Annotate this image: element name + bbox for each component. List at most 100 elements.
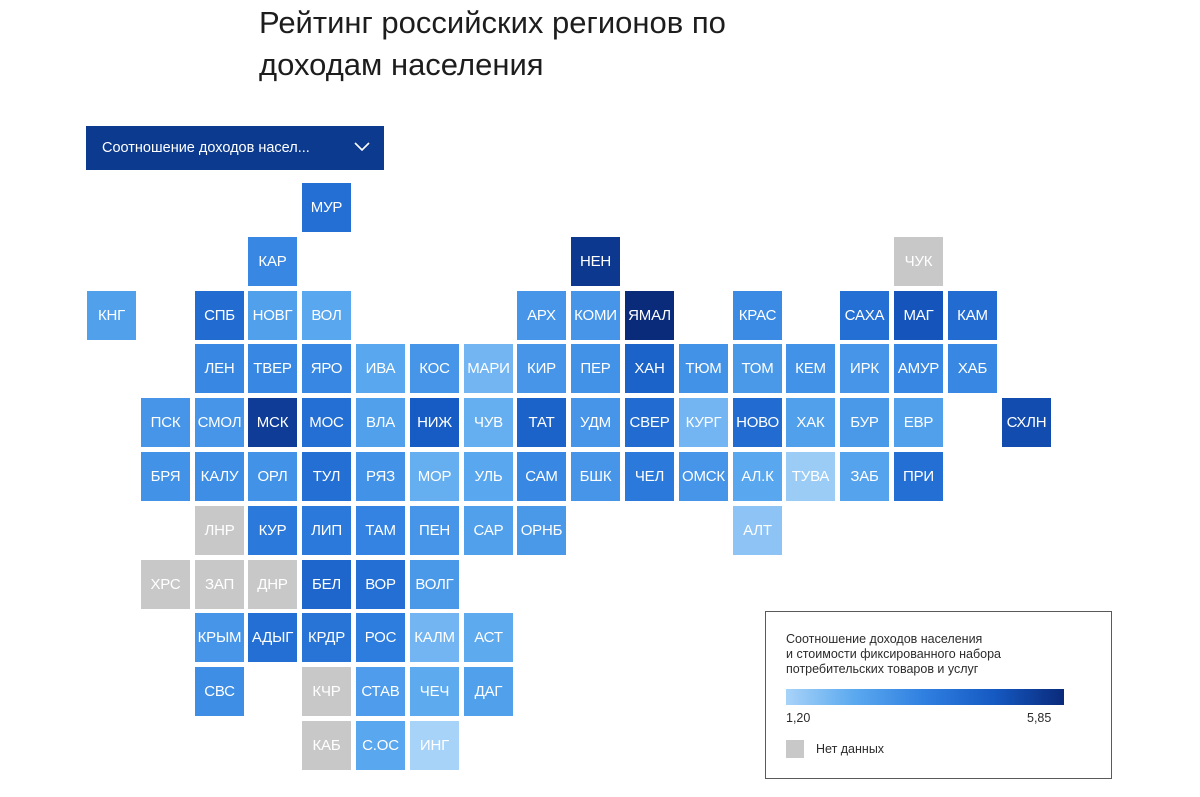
region-tile[interactable]: ВОР <box>356 560 405 609</box>
region-tile[interactable]: МУР <box>302 183 351 232</box>
region-tile[interactable]: КЕМ <box>786 344 835 393</box>
region-tile[interactable]: БЕЛ <box>302 560 351 609</box>
region-tile[interactable]: ДАГ <box>464 667 513 716</box>
region-tile[interactable]: КАМ <box>948 291 997 340</box>
chart-title-line-1: Рейтинг российских регионов по <box>259 5 726 40</box>
chevron-down-icon <box>354 142 370 152</box>
region-tile[interactable]: НОВО <box>733 398 782 447</box>
legend-title-line-3: потребительских товаров и услуг <box>786 662 979 676</box>
region-tile[interactable]: ПРИ <box>894 452 943 501</box>
region-tile[interactable]: МСК <box>248 398 297 447</box>
region-tile[interactable]: ЧУК <box>894 237 943 286</box>
region-tile[interactable]: ПСК <box>141 398 190 447</box>
region-tile[interactable]: ТОМ <box>733 344 782 393</box>
region-tile[interactable]: ЛИП <box>302 506 351 555</box>
region-tile[interactable]: ЯРО <box>302 344 351 393</box>
region-tile[interactable]: ХРС <box>141 560 190 609</box>
region-tile[interactable]: ЛЕН <box>195 344 244 393</box>
region-tile[interactable]: МОР <box>410 452 459 501</box>
chart-title: Рейтинг российских регионов по доходам н… <box>259 2 899 86</box>
region-tile[interactable]: ЕВР <box>894 398 943 447</box>
region-tile[interactable]: КИР <box>517 344 566 393</box>
legend-title-line-1: Соотношение доходов населения <box>786 632 983 646</box>
region-tile[interactable]: АЛТ <box>733 506 782 555</box>
region-tile[interactable]: КОС <box>410 344 459 393</box>
region-tile[interactable]: ТВЕР <box>248 344 297 393</box>
region-tile[interactable]: ОРНБ <box>517 506 566 555</box>
region-tile[interactable]: СПБ <box>195 291 244 340</box>
region-tile[interactable]: ЧУВ <box>464 398 513 447</box>
metric-select-dropdown[interactable]: Соотношение доходов насел... <box>86 126 384 170</box>
region-tile[interactable]: КРЫМ <box>195 613 244 662</box>
region-tile[interactable]: КАЛУ <box>195 452 244 501</box>
region-tile[interactable]: МАГ <box>894 291 943 340</box>
region-tile[interactable]: СВС <box>195 667 244 716</box>
region-tile[interactable]: САХА <box>840 291 889 340</box>
region-tile[interactable]: АДЫГ <box>248 613 297 662</box>
region-tile[interactable]: ЗАП <box>195 560 244 609</box>
region-tile[interactable]: РЯЗ <box>356 452 405 501</box>
region-tile[interactable]: ТЮМ <box>679 344 728 393</box>
region-tile[interactable]: ИНГ <box>410 721 459 770</box>
no-data-label: Нет данных <box>816 742 885 756</box>
region-tile[interactable]: СМОЛ <box>195 398 244 447</box>
region-tile[interactable]: ДНР <box>248 560 297 609</box>
region-tile[interactable]: ЧЕЧ <box>410 667 459 716</box>
region-tile[interactable]: МАРИ <box>464 344 513 393</box>
region-tile[interactable]: АРХ <box>517 291 566 340</box>
region-tile[interactable]: КРАС <box>733 291 782 340</box>
color-legend: Соотношение доходов населения и стоимост… <box>765 611 1112 779</box>
region-tile[interactable]: АСТ <box>464 613 513 662</box>
region-tile[interactable]: АЛ.К <box>733 452 782 501</box>
region-tile[interactable]: ХАБ <box>948 344 997 393</box>
region-tile[interactable]: ПЕР <box>571 344 620 393</box>
region-tile[interactable]: КАЛМ <box>410 613 459 662</box>
region-tile[interactable]: КЧР <box>302 667 351 716</box>
region-tile[interactable]: БРЯ <box>141 452 190 501</box>
region-tile[interactable]: САР <box>464 506 513 555</box>
region-tile[interactable]: КАР <box>248 237 297 286</box>
region-tile[interactable]: УДМ <box>571 398 620 447</box>
region-tile[interactable]: ЛНР <box>195 506 244 555</box>
legend-title-line-2: и стоимости фиксированного набора <box>786 647 1002 661</box>
region-tile[interactable]: ИРК <box>840 344 889 393</box>
region-tile[interactable]: КНГ <box>87 291 136 340</box>
legend-min-label: 1,20 <box>786 711 811 725</box>
region-tile[interactable]: НИЖ <box>410 398 459 447</box>
region-tile[interactable]: ВОЛ <box>302 291 351 340</box>
region-tile[interactable]: ВЛА <box>356 398 405 447</box>
region-tile[interactable]: УЛЬ <box>464 452 513 501</box>
region-tile[interactable]: МОС <box>302 398 351 447</box>
region-tile[interactable]: ЗАБ <box>840 452 889 501</box>
region-tile[interactable]: С.ОС <box>356 721 405 770</box>
region-tile[interactable]: ТАМ <box>356 506 405 555</box>
region-tile[interactable]: ЧЕЛ <box>625 452 674 501</box>
region-tile[interactable]: ВОЛГ <box>410 560 459 609</box>
region-tile[interactable]: ХАН <box>625 344 674 393</box>
region-tile[interactable]: СВЕР <box>625 398 674 447</box>
chart-title-line-2: доходам населения <box>259 47 544 82</box>
region-tile[interactable]: ХАК <box>786 398 835 447</box>
region-tile[interactable]: ТУВА <box>786 452 835 501</box>
region-tile[interactable]: ТУЛ <box>302 452 351 501</box>
region-tile[interactable]: ТАТ <box>517 398 566 447</box>
region-tile[interactable]: КУРГ <box>679 398 728 447</box>
region-tile[interactable]: СТАВ <box>356 667 405 716</box>
region-tile[interactable]: РОС <box>356 613 405 662</box>
region-tile[interactable]: КРДР <box>302 613 351 662</box>
region-tile[interactable]: САМ <box>517 452 566 501</box>
region-tile[interactable]: ИВА <box>356 344 405 393</box>
region-tile[interactable]: БШК <box>571 452 620 501</box>
region-tile[interactable]: БУР <box>840 398 889 447</box>
region-tile[interactable]: КАБ <box>302 721 351 770</box>
region-tile[interactable]: ОМСК <box>679 452 728 501</box>
region-tile[interactable]: КОМИ <box>571 291 620 340</box>
region-tile[interactable]: СХЛН <box>1002 398 1051 447</box>
region-tile[interactable]: ЯМАЛ <box>625 291 674 340</box>
region-tile[interactable]: ПЕН <box>410 506 459 555</box>
region-tile[interactable]: КУР <box>248 506 297 555</box>
region-tile[interactable]: НЕН <box>571 237 620 286</box>
region-tile[interactable]: ОРЛ <box>248 452 297 501</box>
region-tile[interactable]: АМУР <box>894 344 943 393</box>
region-tile[interactable]: НОВГ <box>248 291 297 340</box>
